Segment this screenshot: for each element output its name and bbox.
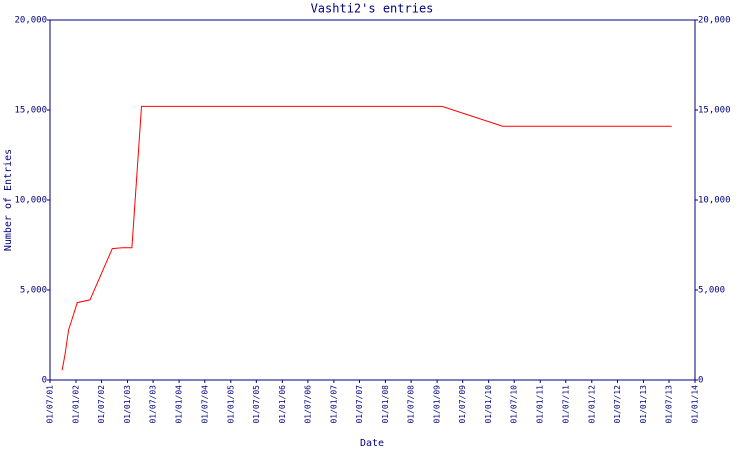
y2-tick-label: 5,000 [698, 286, 725, 296]
x-tick-label: 01/07/12 [613, 385, 622, 424]
line-series [61, 105, 672, 371]
x-tick-label: 01/07/13 [665, 385, 674, 424]
x-tick-label: 01/01/12 [587, 385, 596, 424]
y2-tick-label: 10,000 [698, 196, 731, 206]
y2-tick-label: 0 [698, 376, 703, 386]
x-tick-label: 01/07/08 [407, 385, 416, 424]
x-tick-label: 01/01/02 [71, 385, 80, 424]
x-tick-label: 01/07/01 [46, 385, 55, 424]
y2-tick-label: 15,000 [698, 106, 731, 116]
x-tick-label: 01/07/02 [97, 385, 106, 424]
plot-frame [49, 19, 696, 381]
x-tick-label: 01/07/06 [303, 385, 312, 424]
x-tick-label: 01/01/11 [536, 385, 545, 424]
x-tick-label: 01/07/05 [252, 385, 261, 424]
x-tick-label: 01/07/04 [200, 385, 209, 424]
y-tick-label: 5,000 [20, 286, 47, 296]
x-tick-label: 01/07/07 [355, 385, 364, 424]
x-tick-label: 01/07/09 [458, 385, 467, 424]
x-tick-label: 01/01/07 [329, 385, 338, 424]
x-tick-label: 01/01/05 [226, 385, 235, 424]
y-tick-label: 10,000 [14, 196, 47, 206]
x-tick-label: 01/01/06 [278, 385, 287, 424]
y-axis-label: Number of Entries [3, 149, 14, 251]
x-tick-label: 01/01/13 [639, 385, 648, 424]
y-tick-label: 20,000 [14, 16, 47, 26]
x-tick-label: 01/07/10 [510, 385, 519, 424]
x-tick-label: 01/01/14 [691, 385, 700, 424]
y-tick-label: 0 [42, 376, 47, 386]
chart-title: Vashti2's entries [311, 2, 434, 16]
x-tick-label: 01/07/11 [561, 385, 570, 424]
x-axis-label: Date [360, 438, 384, 449]
x-tick-label: 01/07/03 [149, 385, 158, 424]
x-tick-label: 01/01/03 [123, 385, 132, 424]
y-tick-label: 15,000 [14, 106, 47, 116]
x-tick-label: 01/01/09 [433, 385, 442, 424]
x-tick-label: 01/01/10 [484, 385, 493, 424]
x-tick-label: 01/01/04 [175, 385, 184, 424]
y2-tick-label: 20,000 [698, 16, 731, 26]
x-tick-label: 01/01/08 [381, 385, 390, 424]
